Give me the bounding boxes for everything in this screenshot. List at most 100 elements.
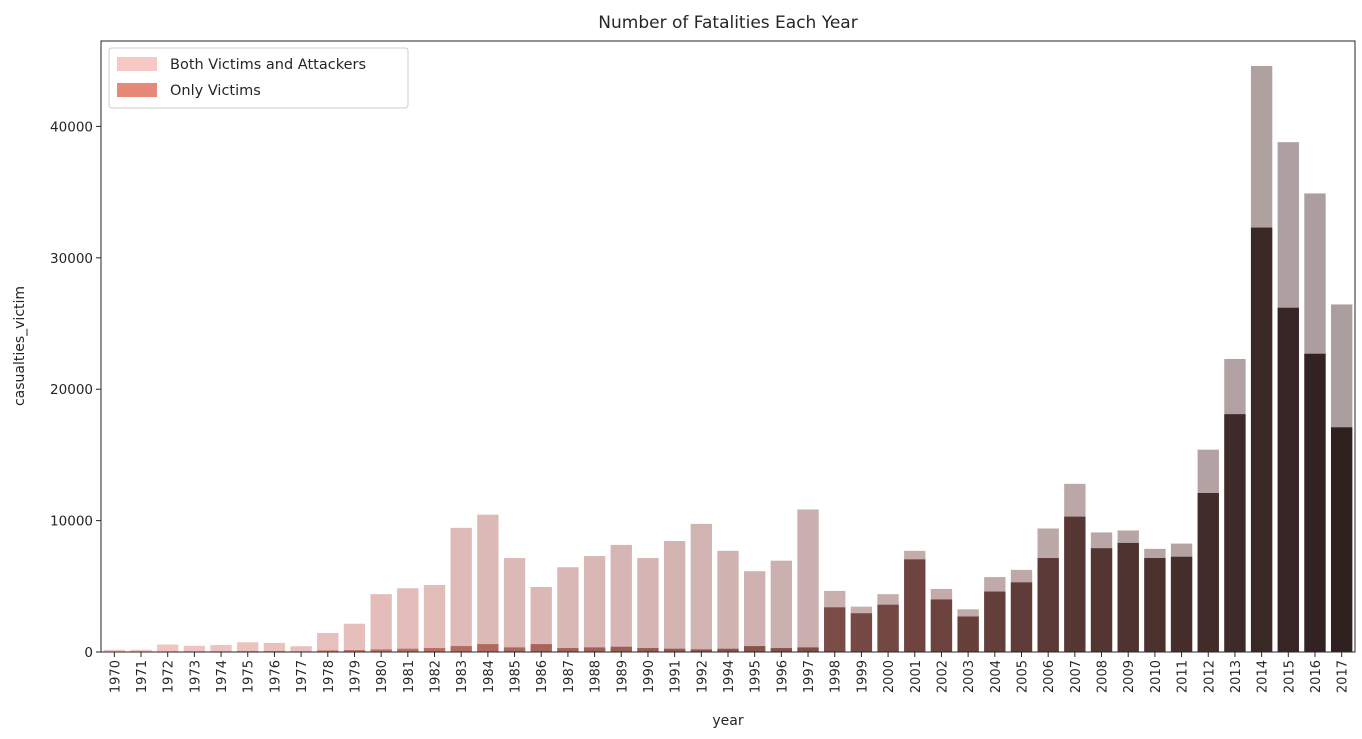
bar-victims-1997 bbox=[797, 647, 819, 652]
x-tick-label: 2009 bbox=[1122, 660, 1137, 693]
bar-both-1992 bbox=[690, 523, 712, 652]
x-tick-label: 1992 bbox=[695, 660, 710, 693]
x-tick-label: 1971 bbox=[135, 660, 150, 693]
bar-victims-2007 bbox=[1064, 516, 1086, 652]
x-tick-label: 2014 bbox=[1256, 660, 1271, 693]
bar-both-1988 bbox=[583, 556, 606, 652]
bars-group bbox=[103, 65, 1353, 653]
bar-both-1982 bbox=[423, 584, 446, 652]
bar-victims-2009 bbox=[1117, 542, 1139, 652]
x-tick-label: 1990 bbox=[642, 660, 657, 693]
x-tick-label: 1989 bbox=[615, 660, 630, 693]
x-tick-label: 2016 bbox=[1309, 660, 1324, 693]
bar-victims-2000 bbox=[877, 604, 899, 652]
bar-both-1995 bbox=[744, 571, 766, 652]
x-tick-label: 1982 bbox=[429, 660, 444, 693]
x-tick-label: 2008 bbox=[1096, 660, 1111, 693]
y-axis-label: casualties_victim bbox=[12, 286, 28, 406]
bar-victims-2014 bbox=[1250, 227, 1273, 652]
bar-both-1980 bbox=[370, 594, 392, 652]
bar-both-1996 bbox=[770, 560, 793, 652]
x-axis-label: year bbox=[712, 713, 743, 729]
bar-victims-1981 bbox=[397, 648, 419, 652]
bar-both-1972 bbox=[157, 644, 179, 652]
bar-both-1991 bbox=[663, 540, 686, 652]
bar-both-1974 bbox=[210, 645, 232, 652]
x-tick-label: 1984 bbox=[482, 660, 497, 693]
x-tick-label: 2006 bbox=[1042, 660, 1057, 693]
x-tick-label: 1980 bbox=[375, 660, 390, 693]
bar-victims-1986 bbox=[530, 644, 552, 652]
y-tick-label: 30000 bbox=[50, 251, 93, 267]
x-tick-label: 2010 bbox=[1149, 660, 1164, 693]
x-tick-label: 1991 bbox=[669, 660, 684, 693]
bar-both-1975 bbox=[237, 642, 259, 652]
x-tick-label: 1998 bbox=[829, 660, 844, 693]
x-tick-label: 1994 bbox=[722, 660, 737, 693]
x-tick-label: 1970 bbox=[108, 660, 123, 693]
bar-both-1970 bbox=[103, 649, 126, 652]
chart-title: Number of Fatalities Each Year bbox=[598, 13, 857, 33]
legend-swatch-victims bbox=[117, 83, 157, 97]
x-tick-label: 1999 bbox=[855, 660, 870, 693]
bar-both-1990 bbox=[637, 558, 659, 652]
bar-victims-1999 bbox=[850, 613, 873, 652]
bar-victims-1998 bbox=[824, 607, 846, 652]
bar-both-1971 bbox=[130, 649, 152, 652]
x-tick-label: 2003 bbox=[962, 660, 977, 693]
x-tick-label: 1985 bbox=[509, 660, 524, 693]
bar-both-1981 bbox=[397, 588, 419, 652]
bar-both-1985 bbox=[503, 558, 526, 652]
bar-both-1979 bbox=[343, 623, 366, 652]
bar-victims-1990 bbox=[637, 648, 659, 652]
bar-both-1994 bbox=[717, 550, 739, 652]
bar-both-1977 bbox=[290, 646, 312, 652]
x-tick-label: 1981 bbox=[402, 660, 417, 693]
bar-victims-1996 bbox=[770, 648, 793, 652]
x-tick-label: 2001 bbox=[909, 660, 924, 693]
bar-victims-1980 bbox=[370, 649, 392, 652]
bar-victims-1985 bbox=[503, 647, 526, 652]
bar-victims-1991 bbox=[663, 648, 686, 652]
bar-both-1983 bbox=[450, 527, 472, 652]
bar-both-1986 bbox=[530, 586, 552, 652]
bar-victims-1978 bbox=[317, 650, 339, 652]
bar-victims-2012 bbox=[1197, 493, 1219, 652]
bar-victims-1979 bbox=[343, 650, 366, 652]
x-tick-label: 2011 bbox=[1176, 660, 1191, 693]
bar-both-1987 bbox=[557, 567, 579, 652]
legend: Both Victims and Attackers Only Victims bbox=[108, 47, 409, 109]
bar-victims-2015 bbox=[1277, 307, 1299, 652]
bar-both-1989 bbox=[610, 544, 632, 652]
bar-both-1984 bbox=[477, 514, 499, 652]
plot-frame bbox=[100, 40, 1356, 653]
y-tick-label: 10000 bbox=[50, 514, 93, 530]
bar-victims-1995 bbox=[744, 646, 766, 652]
x-tick-label: 1996 bbox=[775, 660, 790, 693]
legend-box bbox=[108, 47, 409, 109]
x-tick-label: 1987 bbox=[562, 660, 577, 693]
bar-victims-2008 bbox=[1090, 548, 1113, 652]
legend-swatch-total bbox=[117, 57, 157, 71]
y-tick-label: 40000 bbox=[50, 119, 93, 135]
bar-victims-1994 bbox=[717, 648, 739, 652]
bar-both-1973 bbox=[183, 645, 206, 652]
x-tick-label: 1975 bbox=[242, 660, 257, 693]
bar-victims-2006 bbox=[1037, 558, 1059, 652]
bar-both-1997 bbox=[797, 509, 819, 652]
bar-victims-2003 bbox=[957, 616, 979, 652]
x-tick-label: 1988 bbox=[589, 660, 604, 693]
bar-victims-2004 bbox=[984, 591, 1006, 652]
bar-victims-1992 bbox=[690, 649, 712, 652]
bar-victims-2010 bbox=[1144, 558, 1166, 652]
x-tick-label: 2002 bbox=[935, 660, 950, 693]
legend-label-total: Both Victims and Attackers bbox=[170, 57, 366, 73]
bar-victims-1983 bbox=[450, 646, 472, 652]
x-tick-label: 2005 bbox=[1015, 660, 1030, 693]
bar-victims-2016 bbox=[1304, 353, 1326, 652]
bar-victims-2011 bbox=[1170, 556, 1193, 652]
bar-victims-2005 bbox=[1010, 582, 1033, 652]
x-tick-label: 2004 bbox=[989, 660, 1004, 693]
x-tick-label: 2000 bbox=[882, 660, 897, 693]
